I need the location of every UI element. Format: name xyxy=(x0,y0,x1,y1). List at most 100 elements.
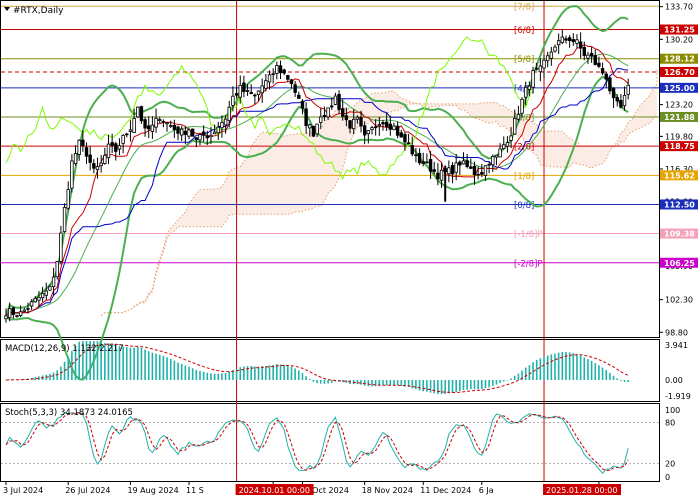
candle-body xyxy=(300,100,305,109)
macd-bar xyxy=(129,347,132,381)
murrey-label: [2/8] xyxy=(514,143,534,153)
time-tick-label: 26 Jul 2024 xyxy=(65,486,110,495)
macd-bar xyxy=(272,364,274,381)
chikou-span xyxy=(5,36,534,181)
level-tag-label: 106.25 xyxy=(664,259,695,268)
macd-bar xyxy=(125,347,128,381)
symbol-header: #RTX,Daily xyxy=(4,6,64,16)
candle-body xyxy=(381,122,385,125)
macd-label: MACD(12,26,9) 1.132 2.217 xyxy=(5,344,124,354)
macd-bar xyxy=(71,350,73,381)
level-tag xyxy=(660,170,698,181)
candle-body xyxy=(308,124,312,129)
macd-bar xyxy=(279,364,282,381)
candle-body xyxy=(589,52,594,57)
candle-body xyxy=(615,97,619,102)
candle-body xyxy=(600,68,605,74)
macd-bar xyxy=(481,380,483,390)
candle-body xyxy=(168,125,173,127)
stoch-signal-line xyxy=(5,412,629,472)
candle-body xyxy=(494,154,499,158)
candle-body xyxy=(15,315,19,317)
level-tag-label: 128.12 xyxy=(664,55,695,64)
macd-bar xyxy=(177,362,179,381)
date-marker-label: 2025.01.28 00:00 xyxy=(546,486,617,495)
macd-bar xyxy=(363,380,366,386)
candle-body xyxy=(553,46,557,52)
macd-bar xyxy=(601,367,604,381)
candle-body xyxy=(505,142,510,147)
macd-bar xyxy=(568,352,571,381)
candle-body xyxy=(377,124,382,127)
macd-bar xyxy=(459,380,461,392)
candle-body xyxy=(578,41,583,49)
macd-bar xyxy=(627,380,629,382)
time-tick-label: 18 Nov 2024 xyxy=(362,486,413,495)
candle-body xyxy=(293,84,297,93)
candle-body xyxy=(560,36,565,43)
macd-bar xyxy=(572,353,575,381)
candle-body xyxy=(216,126,220,134)
candle-body xyxy=(556,40,561,46)
macd-bar xyxy=(93,341,95,381)
candle-body xyxy=(370,127,374,131)
candle-body xyxy=(319,116,323,123)
candle-body xyxy=(535,67,539,70)
macd-bar xyxy=(67,356,70,381)
macd-bar xyxy=(433,380,436,394)
macd-bar xyxy=(609,372,611,381)
candle-body xyxy=(7,308,12,319)
candle-body xyxy=(461,160,466,165)
candle-body xyxy=(333,95,338,105)
candle-body xyxy=(121,134,125,144)
candle-body xyxy=(597,62,601,67)
murrey-label: [7/8] xyxy=(514,3,534,13)
macd-bar xyxy=(473,380,476,390)
stoch-tick-label: 20 xyxy=(665,459,675,468)
macd-bar xyxy=(466,380,468,390)
candle-body xyxy=(513,117,517,135)
candle-body xyxy=(410,145,414,155)
macd-bar xyxy=(616,378,619,381)
macd-bar xyxy=(382,380,384,386)
stochastic-lines xyxy=(1,411,659,474)
macd-bar xyxy=(144,349,146,381)
candle-body xyxy=(366,130,371,135)
macd-bar xyxy=(404,380,406,387)
candle-body xyxy=(267,74,272,83)
macd-bar xyxy=(418,380,421,391)
candle-body xyxy=(92,163,96,169)
candle-body xyxy=(388,123,392,130)
macd-bar xyxy=(587,359,589,381)
candle-body xyxy=(26,308,30,310)
macd-bar xyxy=(122,346,124,381)
macd-bar xyxy=(510,378,512,381)
macd-bar xyxy=(554,353,556,381)
candle-body xyxy=(114,143,118,152)
macd-bar xyxy=(239,367,242,381)
candle-body xyxy=(531,70,535,88)
candle-body xyxy=(516,113,521,120)
murrey-label: [-2/8]P xyxy=(514,259,543,269)
macd-bar xyxy=(345,380,348,383)
candle-body xyxy=(480,172,484,175)
candle-body xyxy=(542,59,546,69)
candle-body xyxy=(567,37,572,42)
candle-body xyxy=(582,47,586,56)
macd-bar xyxy=(513,375,516,381)
level-tag-label: 131.25 xyxy=(664,26,695,35)
candle-body xyxy=(348,120,352,129)
candle-body xyxy=(337,93,341,110)
candle-body xyxy=(51,276,56,287)
macd-bar xyxy=(115,345,117,381)
macd-bar xyxy=(598,365,600,381)
candle-body xyxy=(245,89,250,92)
candle-body xyxy=(450,165,455,175)
macd-bar xyxy=(213,373,216,381)
candle-body xyxy=(384,121,389,128)
macd-bar xyxy=(118,346,121,381)
macd-bar xyxy=(166,357,168,381)
